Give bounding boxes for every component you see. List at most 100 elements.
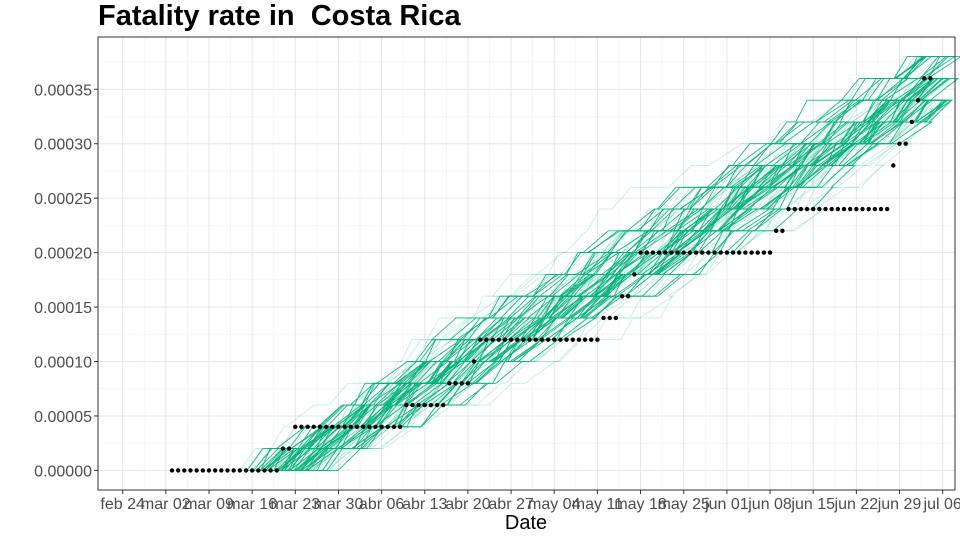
observed-point [471,359,477,364]
observed-point [391,424,397,430]
observed-point [866,206,871,212]
simulation-line [258,99,944,471]
observed-point [219,468,224,473]
observed-point [397,424,403,430]
observed-point [502,337,508,342]
simulation-line [258,56,931,471]
observed-point [478,337,483,342]
observed-point [336,424,341,430]
observed-point [558,337,563,342]
x-tick-label: mar 02 [141,496,191,513]
observed-point [243,468,249,473]
observed-point [175,468,181,473]
observed-point [521,337,526,342]
observed-point [915,97,921,103]
observed-point [354,424,360,430]
observed-point [434,402,440,408]
x-tick-label: abr 13 [402,496,447,513]
observed-point [921,76,927,81]
observed-point [780,228,785,234]
observed-point [348,424,353,430]
simulation-line [258,56,947,471]
simulation-line [258,99,931,471]
observed-point [767,250,773,255]
simulation-line [250,99,931,471]
y-tick-label: 0.00015 [34,300,92,317]
simulation-line [258,99,951,471]
observed-point [607,315,612,321]
x-tick-label: mar 30 [314,496,364,513]
observed-point [860,206,865,212]
simulation-line [258,99,943,471]
y-tick-label: 0.00035 [34,82,92,99]
observed-point [891,163,896,168]
y-tick-label: 0.00025 [34,191,92,208]
observed-point [249,468,255,473]
x-tick-label: jun 15 [790,496,835,513]
simulation-line [258,56,933,471]
observed-point [447,381,452,386]
observed-point [835,206,841,212]
observed-point [379,424,384,430]
observed-point [311,424,316,430]
observed-point [730,250,736,255]
x-tick-label: abr 06 [359,496,404,513]
observed-point [416,402,421,408]
plot-panel-border [97,36,956,491]
observed-point [570,337,575,342]
observed-point [323,424,329,430]
observed-point [564,337,569,342]
x-tick-label: abr 27 [488,496,533,513]
observed-point [706,250,711,255]
x-tick-label: feb 24 [100,496,145,513]
x-tick-label: abr 20 [445,496,490,513]
observed-point [687,250,693,255]
observed-point [743,250,748,255]
observed-point [490,337,495,342]
x-tick-label: jun 08 [747,496,792,513]
observed-point [293,424,298,430]
y-tick-label: 0.00000 [34,463,92,480]
observed-point [928,76,933,81]
y-tick-label: 0.00010 [34,355,92,372]
x-tick-label: may 25 [657,496,710,513]
observed-points [169,76,933,473]
y-tick-label: 0.00030 [34,137,92,154]
observed-point [774,228,779,234]
observed-point [496,337,501,342]
x-tick-label: jun 29 [877,496,922,513]
observed-point [268,468,273,473]
observed-point [237,468,243,473]
observed-point [878,206,884,212]
x-tick-label: may 11 [572,496,623,513]
observed-point [619,293,625,299]
observed-point [847,206,853,212]
observed-point [484,337,489,342]
observed-point [755,250,760,255]
observed-point [188,468,193,473]
y-tick-label: 0.00020 [34,246,92,263]
observed-point [459,381,464,386]
observed-point [527,337,532,342]
observed-point [650,250,656,255]
observed-point [644,250,649,255]
observed-point [712,250,717,255]
x-tick-label: may 18 [614,496,667,513]
observed-point [256,468,261,473]
simulation-line [258,99,947,471]
observed-point [410,402,415,408]
observed-point [441,402,446,408]
observed-point [693,250,699,255]
observed-point [700,250,705,255]
observed-point [817,206,822,212]
x-tick-label: may 04 [528,496,581,513]
observed-point [669,250,674,255]
observed-point [903,141,908,146]
y-tick-label: 0.00005 [34,409,92,426]
observed-point [810,206,816,212]
observed-point [552,337,557,342]
observed-point [305,424,310,430]
simulation-line [258,99,945,471]
